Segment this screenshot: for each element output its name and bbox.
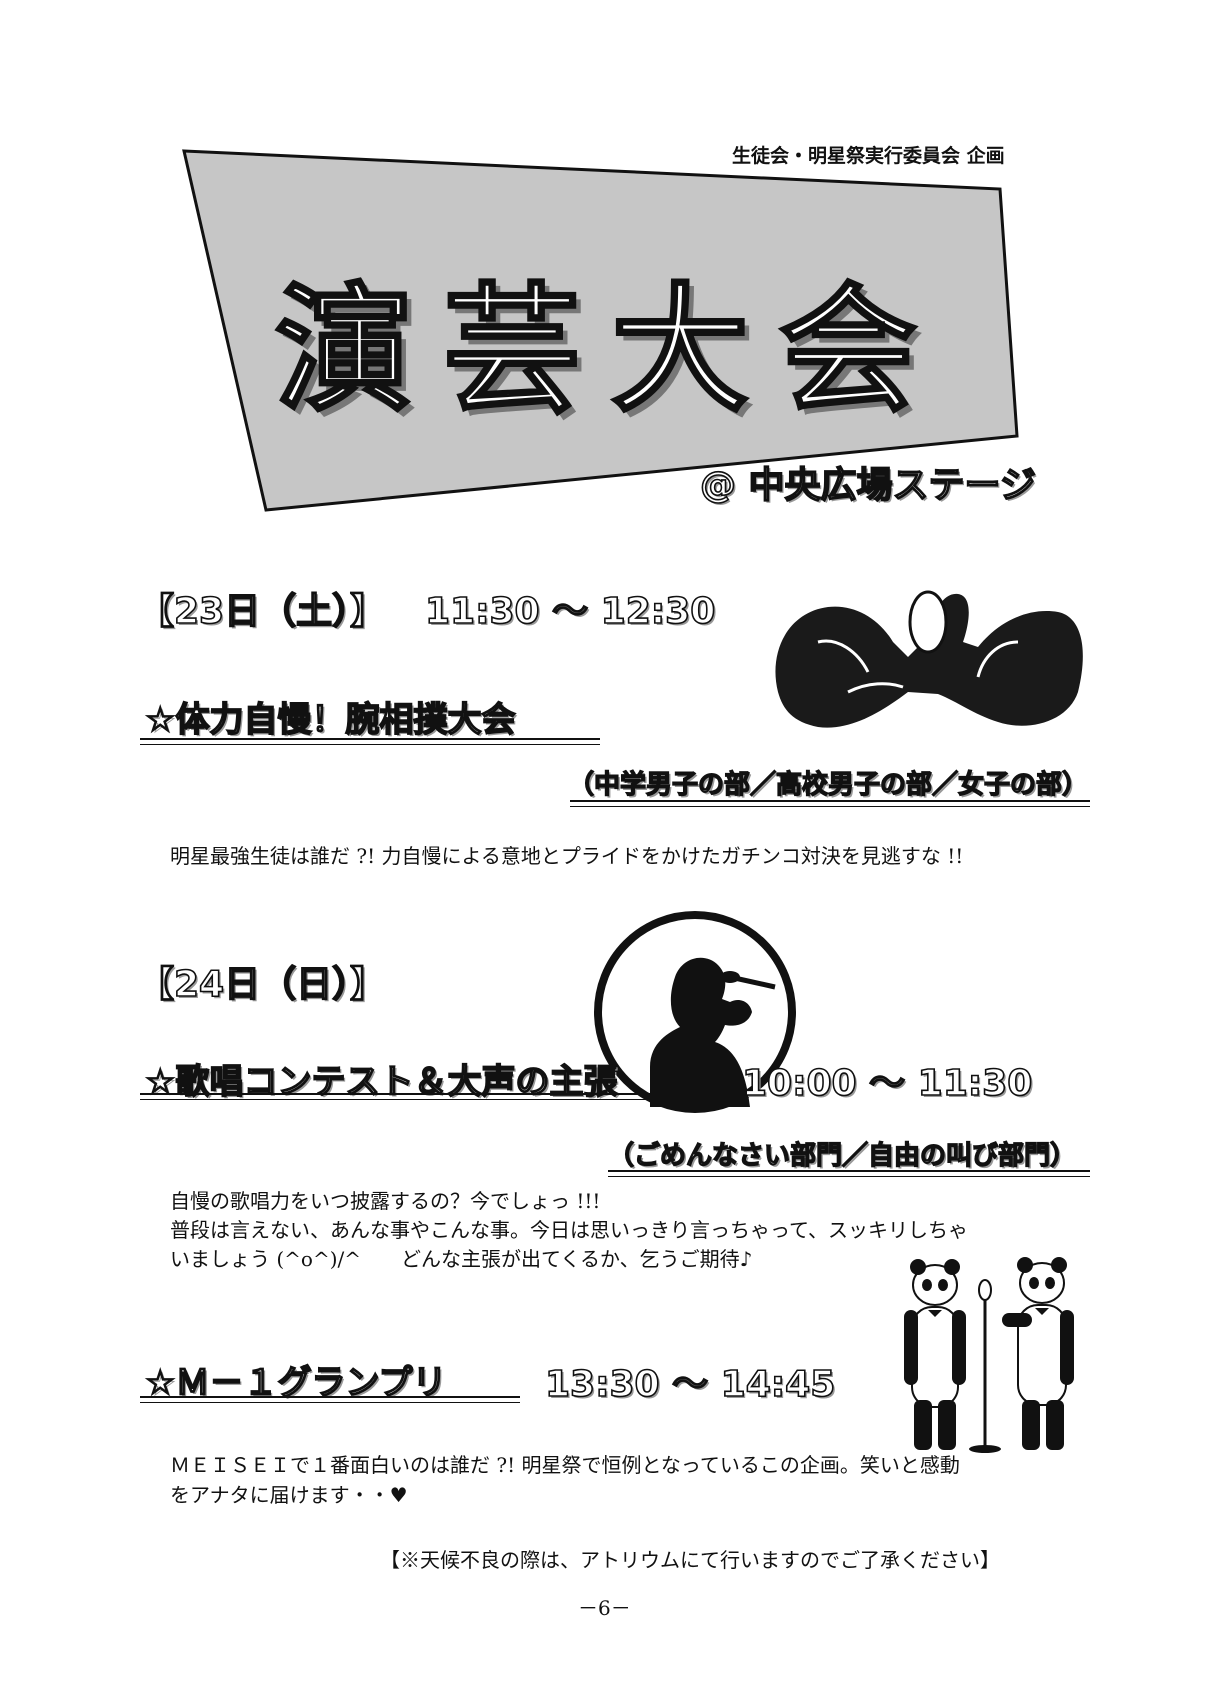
title-banner (182, 149, 1019, 512)
main-title: 演芸大会 (273, 267, 948, 433)
day1-title-underline-2 (140, 744, 600, 745)
day2-event1-underline (140, 1093, 730, 1095)
day2-event2-description-line-2: をアナタに届けます・・♥ (170, 1483, 408, 1507)
day2-event1-description-line-2: 普段は言えない、あんな事やこんな事。今日は思いっきり言っちゃって、スッキリしちゃ (170, 1218, 968, 1242)
singer-silhouette-icon (594, 911, 796, 1113)
day2-event1-title: ☆歌唱コンテスト＆大声の主張 (144, 1061, 618, 1103)
day1-date: 【23日（土）】 (137, 590, 387, 633)
day1-categories-underline-2 (570, 806, 1090, 807)
day2-event1-underline-2 (140, 1099, 730, 1100)
day2-event1-description-line-1: 自慢の歌唱力をいつ披露するの？今でしょっ !!! (170, 1189, 601, 1213)
day2-event1-categories-underline (608, 1170, 1090, 1172)
day2-event2-underline-2 (140, 1402, 520, 1403)
day2-event1-description-line-3: いましょう (^o^)/^ どんな主張が出てくるか、乞うご期待♪ (170, 1247, 753, 1271)
day1-event-title: ☆体力自慢！腕相撲大会 (144, 699, 516, 741)
day1-categories-underline (570, 800, 1090, 802)
day2-event1-categories: （ごめんなさい部門／自由の叫び部門） (607, 1140, 1077, 1171)
arm-wrestling-illustration (775, 590, 1083, 728)
day1-categories: （中学男子の部／高校男子の部／女子の部） (567, 769, 1089, 800)
venue-label: @ 中央広場ステージ (699, 464, 1036, 507)
panda-duo-illustration (904, 1257, 1074, 1453)
day2-event2-time: 13:30 ～ 14:45 (544, 1363, 836, 1406)
day2-event2-description-line-1: ＭＥＩＳＥＩで１番面白いのは誰だ ?! 明星祭で恒例となっているこの企画。笑いと… (170, 1453, 960, 1477)
day2-event2-underline (140, 1396, 520, 1398)
day2-event1-categories-underline-2 (608, 1176, 1090, 1177)
day1-description: 明星最強生徒は誰だ ?! 力自慢による意地とプライドをかけたガチンコ対決を見逃す… (170, 844, 964, 868)
day2-event1-time: 10:00 ～ 11:30 (741, 1062, 1033, 1105)
day2-date: 【24日（日）】 (137, 963, 387, 1006)
day1-time: 11:30 ～ 12:30 (424, 590, 716, 633)
day1-title-underline (140, 738, 600, 740)
page-number: －6－ (578, 1596, 631, 1620)
weather-notice: 【※天候不良の際は、アトリウムにて行いますのでご了承ください】 (380, 1548, 1000, 1572)
organizer-label: 生徒会・明星祭実行委員会 企画 (732, 145, 1005, 167)
